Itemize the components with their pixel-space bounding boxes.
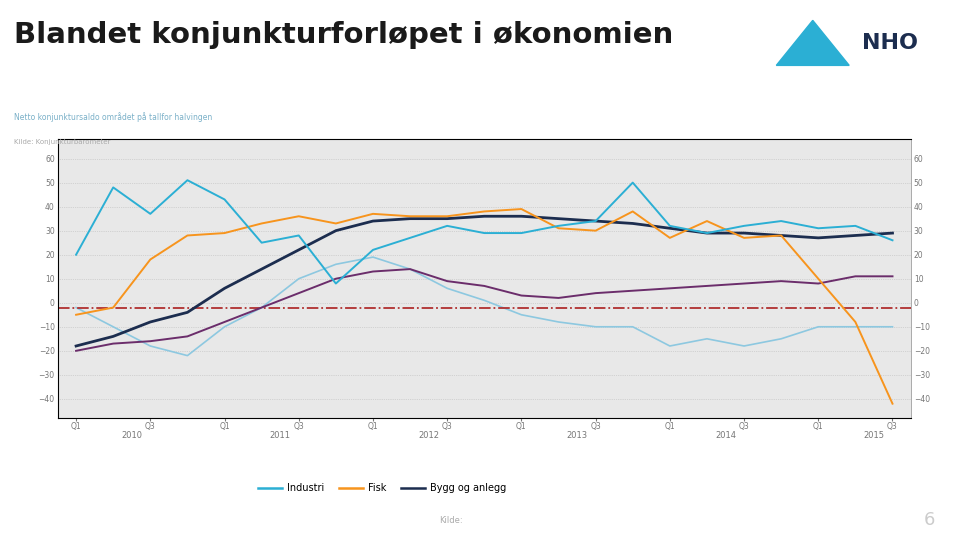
Text: Kilde: Konjunkturbarometer: Kilde: Konjunkturbarometer bbox=[14, 139, 110, 145]
Text: 2013: 2013 bbox=[567, 431, 588, 440]
Text: Blandet konjunkturforløpet i økonomien: Blandet konjunkturforløpet i økonomien bbox=[14, 21, 673, 49]
Text: NHO: NHO bbox=[862, 33, 918, 53]
Text: 2012: 2012 bbox=[418, 431, 439, 440]
Text: 6: 6 bbox=[924, 511, 935, 529]
Legend: Industri, Fisk, Bygg og anlegg: Industri, Fisk, Bygg og anlegg bbox=[254, 479, 510, 497]
Text: Kilde:: Kilde: bbox=[439, 516, 462, 525]
Text: 2015: 2015 bbox=[863, 431, 884, 440]
Text: Netto konjunktursaldo området på tallfor halvingen: Netto konjunktursaldo området på tallfor… bbox=[14, 113, 213, 122]
Polygon shape bbox=[777, 20, 850, 65]
Text: 2010: 2010 bbox=[121, 431, 142, 440]
Text: 2011: 2011 bbox=[269, 431, 291, 440]
Text: 2014: 2014 bbox=[715, 431, 736, 440]
